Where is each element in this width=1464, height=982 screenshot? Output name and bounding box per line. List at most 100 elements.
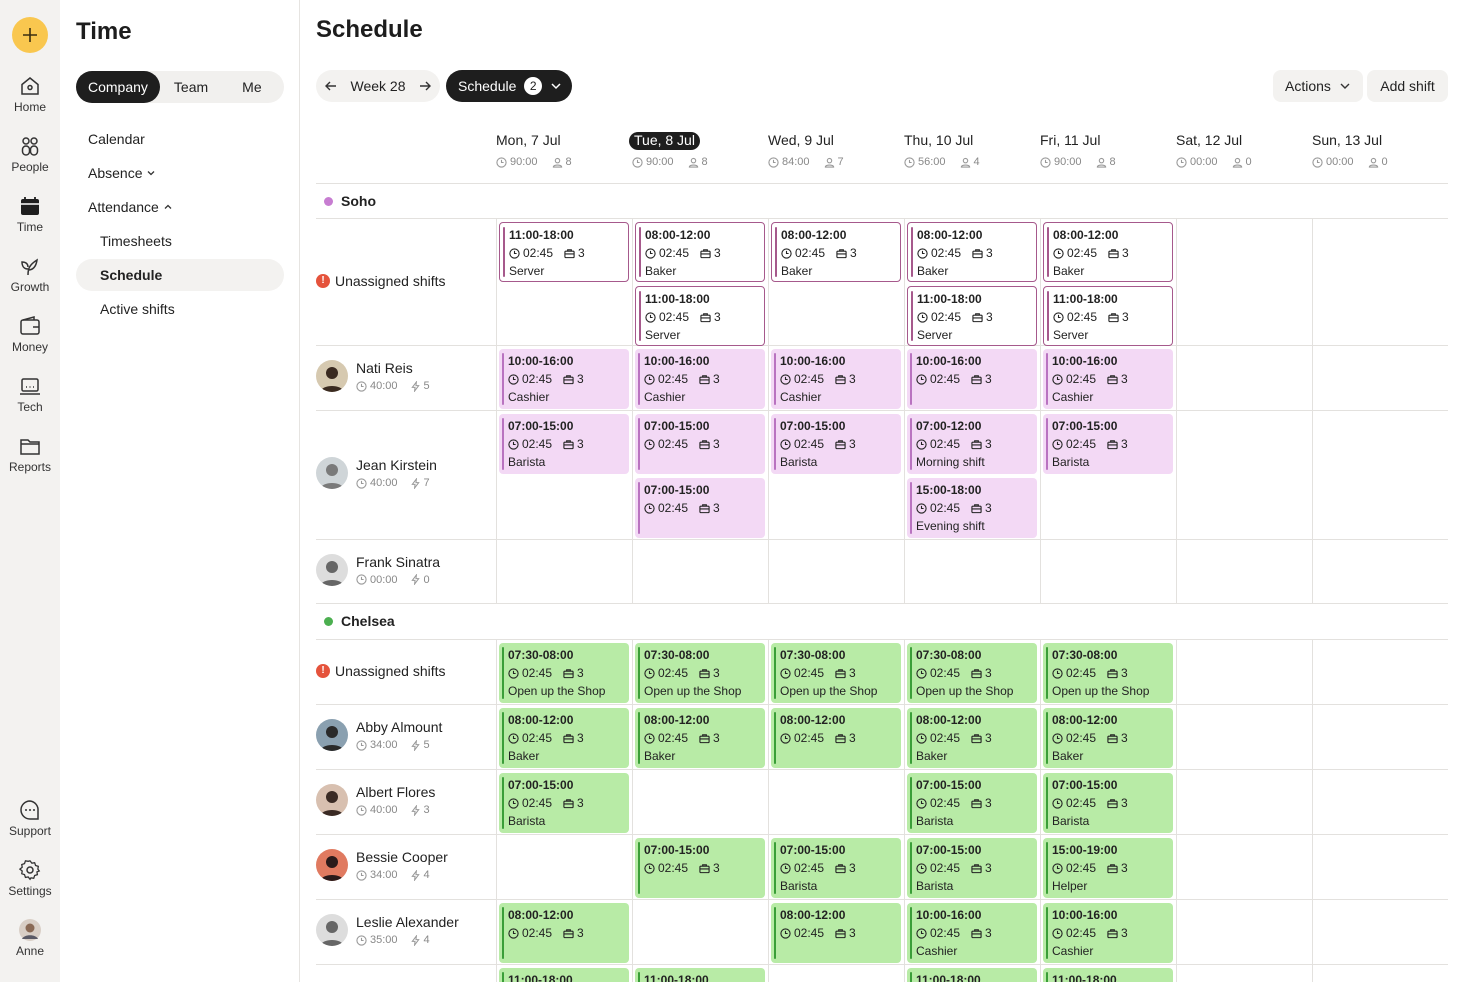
shift-card[interactable]: 11:00-18:00 (635, 968, 765, 982)
shift-meta: 02:45 3 (917, 244, 1036, 262)
shift-duration-value: 02:45 (522, 796, 553, 810)
nav-timesheets[interactable]: Timesheets (100, 233, 172, 249)
shift-card[interactable]: 11:00-18:00 02:45 3 Server (1043, 286, 1173, 346)
shift-card[interactable]: 08:00-12:00 02:45 3 Baker (907, 222, 1037, 282)
schedule-selector[interactable]: Schedule 2 (446, 70, 572, 102)
shift-card[interactable]: 08:00-12:00 02:45 3 Baker (499, 708, 629, 768)
shift-card[interactable]: 10:00-16:00 02:45 3 Cashier (1043, 903, 1173, 963)
shift-duration: 02:45 (916, 859, 960, 877)
employee-row-label[interactable]: Abby Almount 34:00 5 (316, 719, 496, 751)
shift-card[interactable]: 07:00-15:00 02:45 3 Barista (499, 773, 629, 833)
location-header[interactable]: Chelsea (324, 613, 395, 629)
shift-card[interactable]: 10:00-16:00 02:45 3 (907, 349, 1037, 409)
day-header[interactable]: Mon, 7 Jul 90:00 8 (496, 132, 632, 168)
employee-row-label[interactable]: Bessie Cooper 34:00 4 (316, 849, 496, 881)
shift-card[interactable]: 07:00-12:00 02:45 3 Morning shift (907, 414, 1037, 474)
rail-time[interactable]: Time (0, 195, 60, 234)
nav-active-shifts[interactable]: Active shifts (100, 301, 175, 317)
segment-me[interactable]: Me (242, 79, 262, 95)
rail-money[interactable]: Money (0, 315, 60, 354)
day-header[interactable]: Tue, 8 Jul 90:00 8 (629, 132, 768, 168)
rail-support[interactable]: Support (0, 799, 60, 838)
shift-card[interactable]: 07:00-15:00 02:45 3 Barista (1043, 414, 1173, 474)
shift-card[interactable]: 08:00-12:00 02:45 3 Baker (907, 708, 1037, 768)
shift-card[interactable]: 07:30-08:00 02:45 3 Open up the Shop (771, 643, 901, 703)
shift-card[interactable]: 08:00-12:00 02:45 3 Baker (1043, 708, 1173, 768)
shift-card[interactable]: 11:00-18:00 (1043, 968, 1173, 982)
shift-card[interactable]: 07:00-15:00 02:45 3 Barista (771, 838, 901, 898)
shift-card[interactable]: 15:00-18:00 02:45 3 Evening shift (907, 478, 1037, 538)
rail-profile[interactable]: Anne (0, 919, 60, 958)
shift-card[interactable]: 07:00-15:00 02:45 3 (635, 838, 765, 898)
shift-card[interactable]: 10:00-16:00 02:45 3 Cashier (499, 349, 629, 409)
nav-calendar[interactable]: Calendar (88, 131, 145, 147)
shift-card[interactable]: 11:00-18:00 02:45 3 Server (499, 222, 629, 282)
day-header[interactable]: Thu, 10 Jul 56:00 4 (904, 132, 1040, 168)
shift-card[interactable]: 07:00-15:00 02:45 3 Barista (907, 773, 1037, 833)
nav-absence[interactable]: Absence (88, 165, 156, 181)
employee-row-label[interactable]: Jean Kirstein 40:00 7 (316, 457, 496, 489)
shift-card[interactable]: 07:00-15:00 02:45 3 Barista (771, 414, 901, 474)
shift-card[interactable]: 11:00-18:00 02:45 3 Server (635, 286, 765, 346)
actions-button[interactable]: Actions (1273, 70, 1363, 102)
rail-settings[interactable]: Settings (0, 859, 60, 898)
arrow-left-icon[interactable] (324, 79, 338, 93)
shift-card[interactable]: 08:00-12:00 02:45 3 Baker (635, 708, 765, 768)
warning-icon: ! (316, 664, 330, 678)
shift-card[interactable]: 08:00-12:00 02:45 3 (771, 903, 901, 963)
rail-time-label: Time (16, 220, 44, 234)
shift-card[interactable]: 07:00-15:00 02:45 3 Barista (499, 414, 629, 474)
location-header[interactable]: Soho (324, 193, 376, 209)
nav-attendance[interactable]: Attendance (88, 199, 173, 215)
shift-card[interactable]: 08:00-12:00 02:45 3 (771, 708, 901, 768)
shift-card[interactable]: 07:00-15:00 02:45 3 Barista (1043, 773, 1173, 833)
shift-card[interactable]: 07:00-15:00 02:45 3 (635, 478, 765, 538)
shift-card[interactable]: 10:00-16:00 02:45 3 Cashier (1043, 349, 1173, 409)
week-label[interactable]: Week 28 (350, 78, 406, 94)
shift-meta: 02:45 3 (916, 859, 1037, 877)
clock-icon (916, 797, 927, 809)
day-header[interactable]: Sat, 12 Jul 00:00 0 (1176, 132, 1312, 168)
shift-card[interactable]: 08:00-12:00 02:45 3 Baker (635, 222, 765, 282)
add-button[interactable] (12, 17, 48, 53)
day-header[interactable]: Sun, 13 Jul 00:00 0 (1312, 132, 1448, 168)
rail-reports[interactable]: Reports (0, 435, 60, 474)
shift-card[interactable]: 07:30-08:00 02:45 3 Open up the Shop (907, 643, 1037, 703)
shift-duration-value: 02:45 (658, 731, 689, 745)
rail-tech[interactable]: Tech (0, 375, 60, 414)
rail-growth[interactable]: Growth (0, 255, 60, 294)
nav-schedule[interactable]: Schedule (100, 267, 163, 283)
shift-card[interactable]: 11:00-18:00 (499, 968, 629, 982)
shift-card[interactable]: 11:00-18:00 02:45 3 Server (907, 286, 1037, 346)
segment-company[interactable]: Company (76, 71, 160, 103)
shift-card[interactable]: 07:30-08:00 02:45 3 Open up the Shop (499, 643, 629, 703)
shift-card[interactable]: 07:00-15:00 02:45 3 Barista (907, 838, 1037, 898)
add-shift-button[interactable]: Add shift (1367, 70, 1448, 102)
shift-card[interactable]: 08:00-12:00 02:45 3 Baker (1043, 222, 1173, 282)
unassigned-label: ! Unassigned shifts (316, 273, 446, 289)
employee-row-label[interactable]: Frank Sinatra 00:00 0 (316, 553, 496, 586)
employee-row-label[interactable]: Nati Reis 40:00 5 (316, 360, 496, 392)
day-header[interactable]: Wed, 9 Jul 84:00 7 (768, 132, 904, 168)
unassigned-shifts-row[interactable]: ! Unassigned shifts (316, 273, 496, 289)
shift-slots-value: 3 (713, 666, 720, 680)
shift-card[interactable]: 10:00-16:00 02:45 3 Cashier (771, 349, 901, 409)
shift-card[interactable]: 07:30-08:00 02:45 3 Open up the Shop (635, 643, 765, 703)
shift-slots: 3 (563, 794, 584, 812)
unassigned-shifts-row[interactable]: ! Unassigned shifts (316, 663, 496, 679)
shift-card[interactable]: 08:00-12:00 02:45 3 Baker (771, 222, 901, 282)
employee-row-label[interactable]: Albert Flores 40:00 3 (316, 784, 496, 816)
shift-card[interactable]: 07:30-08:00 02:45 3 Open up the Shop (1043, 643, 1173, 703)
shift-card[interactable]: 07:00-15:00 02:45 3 (635, 414, 765, 474)
shift-card[interactable]: 11:00-18:00 (907, 968, 1037, 982)
shift-card[interactable]: 08:00-12:00 02:45 3 (499, 903, 629, 963)
shift-card[interactable]: 10:00-16:00 02:45 3 Cashier (907, 903, 1037, 963)
rail-home[interactable]: Home (0, 75, 60, 114)
shift-card[interactable]: 15:00-19:00 02:45 3 Helper (1043, 838, 1173, 898)
day-header[interactable]: Fri, 11 Jul 90:00 8 (1040, 132, 1176, 168)
segment-team[interactable]: Team (173, 79, 209, 95)
employee-row-label[interactable]: Leslie Alexander 35:00 4 (316, 914, 496, 946)
arrow-right-icon[interactable] (418, 79, 432, 93)
rail-people[interactable]: People (0, 135, 60, 174)
shift-card[interactable]: 10:00-16:00 02:45 3 Cashier (635, 349, 765, 409)
